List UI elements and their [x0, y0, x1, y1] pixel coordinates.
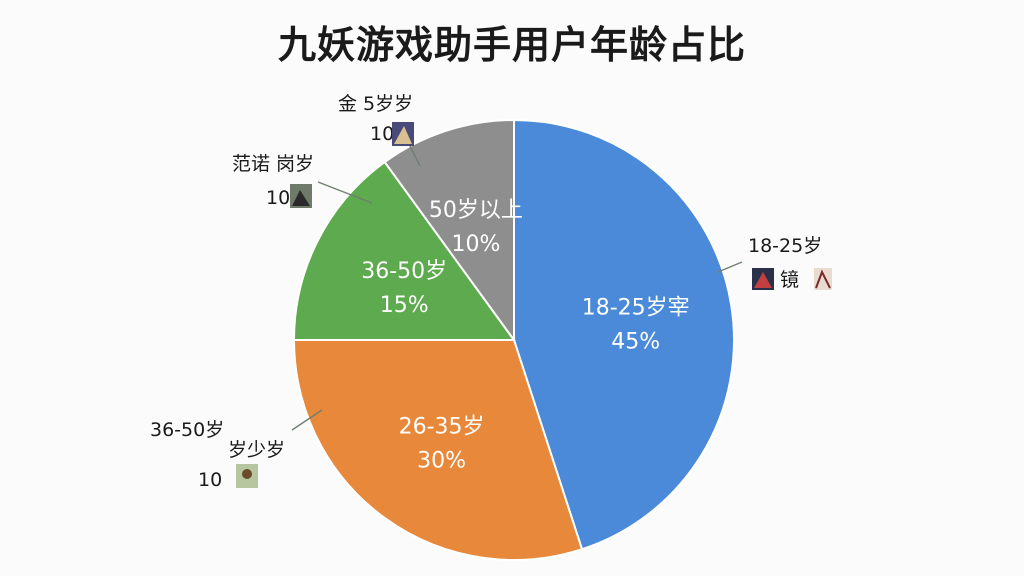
leader-line-50-upper	[317, 181, 373, 204]
pie-slice-2	[292, 160, 516, 341]
ext-label-gold-line2: 10	[370, 123, 394, 145]
pie-slice-0	[513, 118, 735, 551]
thumbnail-icon	[392, 122, 414, 146]
ext-label-18-25-line1: 18-25岁	[748, 235, 822, 257]
ext-label-fan-line2: 10	[266, 187, 290, 209]
slice-value-2: 15%	[380, 293, 429, 318]
slice-value-0: 45%	[611, 330, 660, 355]
ext-label-36-50-line1: 36-50岁	[150, 419, 224, 441]
thumbnail-icon	[290, 184, 312, 208]
ext-label-fan-line1: 范诺 岗岁	[232, 153, 314, 175]
thumbnail-icon	[752, 268, 774, 290]
leader-line-18-25	[717, 261, 743, 273]
chart-title: 九妖游戏助手用户年龄占比	[277, 23, 746, 67]
slice-label-0: 18-25岁宰	[582, 296, 690, 321]
slice-value-1: 30%	[417, 449, 466, 474]
leader-line-36-50	[291, 409, 323, 431]
slice-label-1: 26-35岁	[399, 415, 485, 440]
ext-label-gold-line1: 金 5岁岁	[338, 93, 413, 115]
ext-label-36-50-line2: 岁少岁	[228, 439, 285, 461]
thumbnail-icon	[814, 268, 832, 290]
slice-label-2: 36-50岁	[361, 259, 447, 284]
pie-slice-1	[292, 339, 584, 561]
slice-label-3: 50岁以上	[429, 198, 523, 223]
slice-value-3: 10%	[451, 232, 500, 257]
pie-slice-3	[383, 118, 515, 344]
thumbnail-icon	[236, 464, 258, 488]
ext-label-36-50-line3: 10	[198, 469, 222, 491]
ext-label-18-25-line2: 镜	[780, 269, 799, 291]
